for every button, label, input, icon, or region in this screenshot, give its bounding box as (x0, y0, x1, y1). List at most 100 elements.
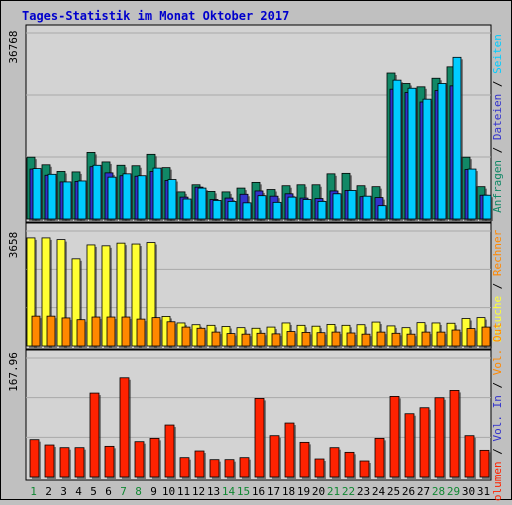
bar-volumen-day-5 (89, 392, 100, 478)
bar-seiten-day-1 (32, 168, 42, 220)
bar-seiten-day-2 (47, 173, 57, 220)
bar-rechner-day-22 (346, 332, 356, 347)
bar-volumen-day-27 (419, 407, 430, 478)
bar-seiten-day-24 (377, 205, 387, 220)
bar-seiten-day-31 (482, 194, 492, 220)
bar-rechner-day-8 (136, 318, 146, 347)
bar-rechner-day-15 (241, 333, 251, 347)
bar-rechner-day-6 (106, 316, 116, 347)
x-tick-label-day-13: 13 (207, 485, 220, 498)
bar-seiten-day-7 (122, 173, 132, 220)
x-tick-label-day-21: 21 (327, 485, 340, 498)
x-tick-label-day-27: 27 (417, 485, 430, 498)
bar-volumen-day-22 (344, 451, 355, 478)
bar-rechner-day-28 (436, 331, 446, 347)
x-tick-label-day-12: 12 (192, 485, 205, 498)
bar-besuche-day-9 (146, 242, 156, 347)
bar-volumen-day-13 (209, 459, 220, 478)
x-tick-label-day-9: 9 (150, 485, 157, 498)
x-tick-label-day-18: 18 (282, 485, 295, 498)
legend-item-dateien: Dateien (491, 94, 504, 140)
x-tick-label-day-8: 8 (135, 485, 142, 498)
legend-item-volumen: Volumen (491, 461, 504, 501)
bar-seiten-day-21 (332, 193, 342, 220)
legend-separator: / (491, 74, 504, 94)
x-tick-label-day-1: 1 (30, 485, 37, 498)
bar-rechner-day-16 (256, 332, 266, 347)
bar-seiten-day-19 (302, 199, 312, 220)
bar-rechner-day-13 (211, 331, 221, 347)
bar-rechner-day-5 (91, 316, 101, 347)
bar-volumen-day-20 (314, 458, 325, 478)
bar-rechner-day-2 (46, 315, 56, 347)
bar-volumen-day-15 (239, 457, 250, 478)
x-tick-label-day-14: 14 (222, 485, 236, 498)
bar-volumen-day-21 (329, 447, 340, 478)
bar-rechner-day-29 (451, 329, 461, 347)
x-tick-label-day-5: 5 (90, 485, 97, 498)
bar-besuche-day-5 (86, 244, 96, 347)
bar-volumen-day-7 (119, 377, 130, 478)
x-tick-label-day-11: 11 (177, 485, 190, 498)
bar-seiten-day-30 (467, 168, 477, 220)
x-tick-label-day-29: 29 (447, 485, 460, 498)
bar-volumen-day-3 (59, 447, 70, 478)
legend-item-seiten: Seiten (491, 34, 504, 74)
legend-2: Besuche / Rechner (491, 229, 504, 342)
x-tick-label-day-10: 10 (162, 485, 175, 498)
bar-rechner-day-1 (31, 315, 41, 347)
x-tick-label-day-22: 22 (342, 485, 355, 498)
bar-rechner-day-31 (481, 326, 491, 347)
bar-seiten-day-18 (287, 196, 297, 220)
bar-seiten-day-17 (272, 201, 282, 220)
bar-volumen-day-26 (404, 413, 415, 478)
x-tick-label-day-23: 23 (357, 485, 370, 498)
bar-seiten-day-13 (212, 200, 222, 220)
bar-volumen-day-18 (284, 422, 295, 478)
bar-seiten-day-28 (437, 83, 447, 220)
bar-rechner-day-7 (121, 316, 131, 347)
legend-item-vol-in: Vol. In (491, 395, 504, 441)
bar-seiten-day-15 (242, 202, 252, 220)
legend-1: Anfragen / Dateien / Seiten (491, 34, 504, 213)
bar-seiten-day-4 (77, 180, 87, 220)
bar-volumen-day-29 (449, 390, 460, 478)
x-tick-label-day-4: 4 (75, 485, 82, 498)
bar-seiten-day-9 (152, 167, 162, 220)
x-tick-label-day-3: 3 (60, 485, 67, 498)
bar-rechner-day-25 (391, 332, 401, 347)
x-tick-label-day-6: 6 (105, 485, 112, 498)
bar-rechner-day-24 (376, 331, 386, 347)
x-tick-label-day-25: 25 (387, 485, 400, 498)
bar-seiten-day-8 (137, 175, 147, 220)
bar-volumen-day-16 (254, 398, 265, 478)
y-max-label: 167.96 (7, 352, 20, 392)
bar-rechner-day-30 (466, 328, 476, 347)
legend-item-rechner: Rechner (491, 229, 504, 276)
bar-volumen-day-10 (164, 424, 175, 478)
bar-volumen-day-14 (224, 459, 235, 478)
x-tick-label-day-17: 17 (267, 485, 280, 498)
bar-seiten-day-29 (452, 56, 462, 220)
bar-rechner-day-19 (301, 332, 311, 347)
bar-volumen-day-1 (29, 439, 40, 478)
bar-volumen-day-11 (179, 457, 190, 478)
bar-seiten-day-11 (182, 198, 192, 220)
bar-volumen-day-31 (479, 449, 490, 478)
bar-volumen-day-12 (194, 450, 205, 478)
bar-volumen-day-2 (44, 444, 55, 478)
bar-seiten-day-16 (257, 195, 267, 220)
bar-rechner-day-27 (421, 331, 431, 347)
bar-rechner-day-11 (181, 326, 191, 347)
bar-rechner-day-10 (166, 321, 176, 347)
bar-rechner-day-14 (226, 333, 236, 347)
bar-besuche-day-6 (101, 245, 111, 347)
bar-rechner-day-4 (76, 319, 86, 347)
bar-rechner-day-9 (151, 317, 161, 347)
bar-rechner-day-17 (271, 333, 281, 347)
y-max-label: 36768 (7, 30, 20, 63)
bar-volumen-day-28 (434, 397, 445, 478)
bar-seiten-day-27 (422, 98, 432, 220)
bar-volumen-day-25 (389, 396, 400, 478)
